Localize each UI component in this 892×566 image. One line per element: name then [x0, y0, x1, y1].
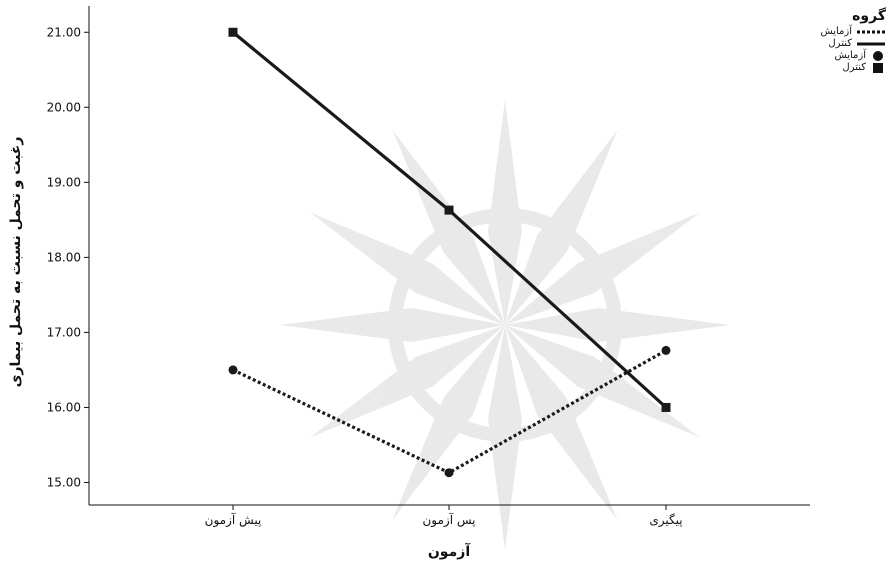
watermark-petal — [392, 325, 505, 520]
circle-marker-icon — [873, 51, 883, 61]
y-tick-label: 20.00 — [47, 100, 81, 114]
y-tick-label: 18.00 — [47, 250, 81, 264]
x-tick-label: پیگیری — [649, 513, 682, 528]
watermark-petal — [310, 212, 505, 325]
watermark-petal — [505, 325, 700, 438]
data-point-circle — [444, 468, 454, 478]
legend-title: گروه — [852, 8, 886, 24]
legend-item-control-line: کنترل — [820, 38, 886, 50]
x-tick-label: پس آزمون — [422, 512, 475, 528]
data-point-square — [661, 402, 671, 412]
legend-label: کنترل — [828, 38, 852, 49]
chart-axes: 15.00 16.00 17.00 18.00 19.00 20.00 21.00 پیش آ… — [47, 6, 810, 528]
data-point-square — [228, 27, 238, 37]
watermark-petal — [505, 307, 730, 343]
y-tick-label: 17.00 — [47, 325, 81, 339]
watermark-petal — [505, 130, 618, 325]
data-point-circle — [228, 365, 238, 375]
watermark-petal — [280, 307, 505, 343]
watermark-petal — [505, 212, 700, 325]
dotted-line-icon — [857, 30, 885, 34]
data-point-square — [444, 205, 454, 215]
watermark-petal — [487, 325, 523, 550]
legend-label: آزمایش — [820, 26, 852, 37]
legend-item-experimental-marker: آزمایش — [820, 50, 886, 62]
data-point-circle — [661, 345, 671, 355]
series-layer — [228, 27, 671, 478]
legend-item-experimental-line: آزمایش — [820, 26, 886, 38]
y-axis-title: رغبت و تحمل نسبت به تحمل بیماری — [8, 137, 24, 388]
x-tick-label: پیش آزمون — [205, 512, 262, 528]
watermark-petal — [310, 325, 505, 438]
y-tick-label: 15.00 — [47, 475, 81, 489]
y-tick-label: 16.00 — [47, 400, 81, 414]
square-marker-icon — [873, 63, 883, 73]
x-axis-title: آزمون — [428, 542, 471, 560]
legend-label: کنترل — [842, 62, 866, 73]
y-tick-label: 19.00 — [47, 175, 81, 189]
solid-line-icon — [857, 42, 885, 46]
y-tick-label: 21.00 — [47, 25, 81, 39]
legend: گروه آزمایش کنترل آزمایش کنترل — [820, 8, 886, 74]
legend-label: آزمایش — [834, 50, 866, 61]
watermark-petal — [505, 325, 618, 520]
watermark-petal — [392, 130, 505, 325]
watermark-rosette — [280, 100, 730, 550]
legend-item-control-marker: کنترل — [820, 62, 886, 74]
watermark-ring — [388, 208, 622, 442]
